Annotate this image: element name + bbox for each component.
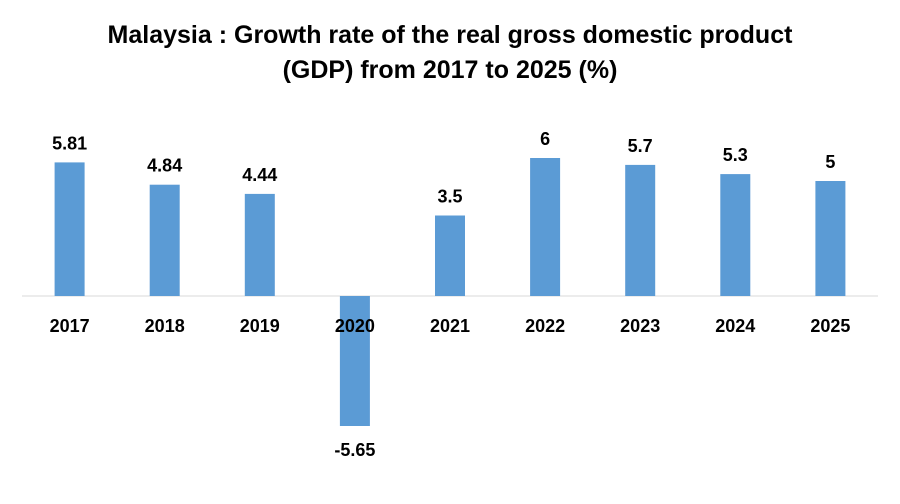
bar-2020 bbox=[339, 296, 370, 426]
bar-2018 bbox=[149, 184, 180, 296]
x-tick-label-2019: 2019 bbox=[240, 316, 280, 336]
x-tick-label-2022: 2022 bbox=[525, 316, 565, 336]
bar-2022 bbox=[530, 158, 561, 296]
x-tick-label-2024: 2024 bbox=[715, 316, 755, 336]
x-tick-label-2017: 2017 bbox=[50, 316, 90, 336]
data-label-2018: 4.84 bbox=[147, 156, 182, 176]
bar-2021 bbox=[435, 215, 465, 296]
chart-title-line-2: (GDP) from 2017 to 2025 (%) bbox=[282, 56, 618, 84]
bar-2019 bbox=[244, 193, 275, 296]
data-label-2024: 5.3 bbox=[723, 145, 748, 165]
x-tick-label-2018: 2018 bbox=[145, 316, 185, 336]
data-label-2022: 6 bbox=[540, 129, 550, 149]
chart-title: Malaysia : Growth rate of the real gross… bbox=[0, 18, 900, 88]
x-tick-label-2021: 2021 bbox=[430, 316, 470, 336]
bar-2023 bbox=[625, 164, 656, 296]
data-label-2019: 4.44 bbox=[242, 165, 277, 185]
x-tick-label-2023: 2023 bbox=[620, 316, 660, 336]
data-label-2021: 3.5 bbox=[437, 187, 462, 207]
bar-2017 bbox=[54, 162, 85, 296]
x-tick-label-2025: 2025 bbox=[810, 316, 850, 336]
data-label-2020: -5.65 bbox=[334, 440, 375, 460]
bar-2025 bbox=[815, 181, 846, 296]
data-label-2017: 5.81 bbox=[52, 133, 87, 153]
bar-2024 bbox=[720, 174, 751, 296]
chart-title-line-1: Malaysia : Growth rate of the real gross… bbox=[107, 21, 793, 49]
data-label-2023: 5.7 bbox=[628, 136, 653, 156]
data-label-2025: 5 bbox=[825, 152, 835, 172]
x-tick-label-2020: 2020 bbox=[335, 316, 375, 336]
